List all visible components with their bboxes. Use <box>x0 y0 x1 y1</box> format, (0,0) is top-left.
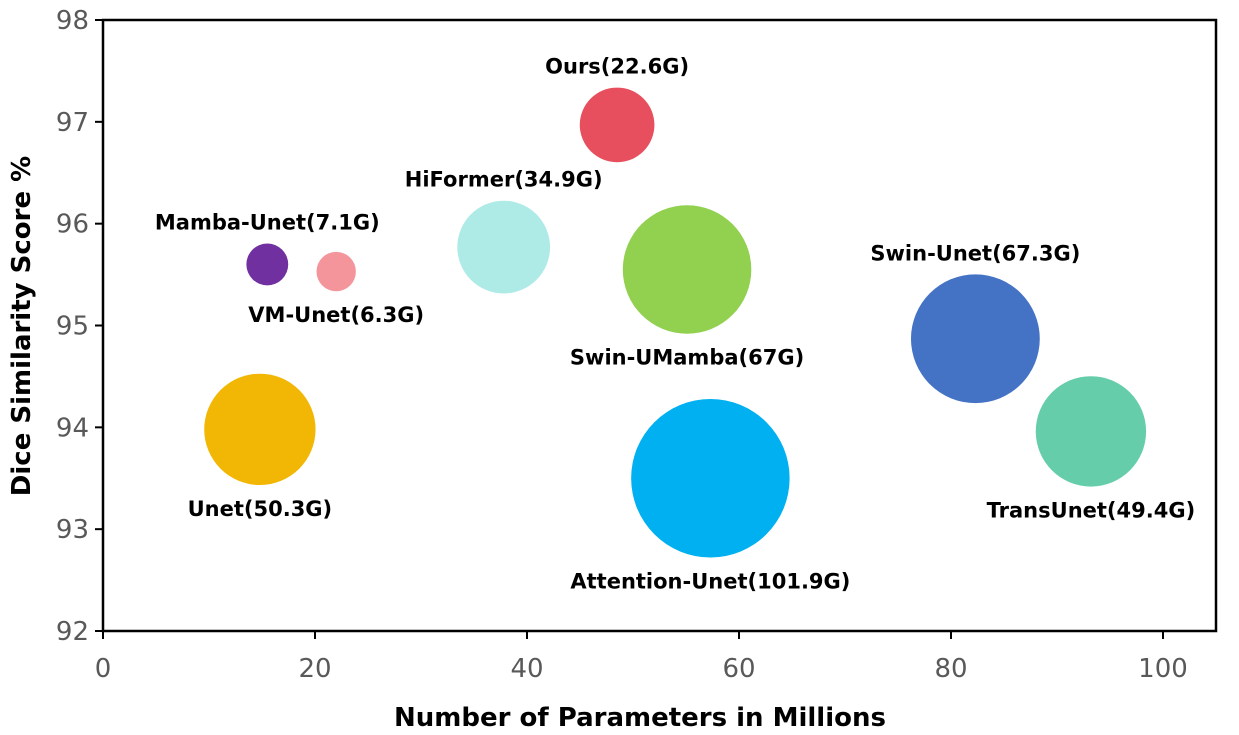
x-axis-title: Number of Parameters in Millions <box>394 703 886 733</box>
bubble-layer <box>204 87 1147 558</box>
y-tick-label: 95 <box>56 312 89 342</box>
bubble-label: HiFormer(34.9G) <box>405 168 603 192</box>
bubble-label-layer: Mamba-Unet(7.1G) VM-Unet(6.3G) HiFormer(34… <box>155 55 1195 594</box>
y-tick-label: 96 <box>56 210 89 240</box>
bubble-label: Attention-Unet(101.9G) <box>570 569 850 593</box>
x-tick-label: 20 <box>298 654 331 684</box>
bubble <box>910 274 1040 404</box>
bubble <box>622 205 752 334</box>
y-tick-label: 98 <box>56 6 89 36</box>
bubble <box>1035 376 1147 487</box>
y-axis-title: Dice Similarity Score % <box>7 156 37 496</box>
x-tick-label: 0 <box>95 654 112 684</box>
bubble <box>316 251 356 292</box>
bubble-label: Swin-Unet(67.3G) <box>870 241 1080 265</box>
y-tick-label: 92 <box>56 617 89 647</box>
bubble-label: VM-Unet(6.3G) <box>248 303 424 327</box>
x-tick-label: 100 <box>1138 654 1188 684</box>
bubble <box>579 87 655 163</box>
x-tick-label: 40 <box>510 654 543 684</box>
x-tick-label: 80 <box>934 654 967 684</box>
y-tick-label: 97 <box>56 108 89 138</box>
bubble <box>457 200 551 294</box>
y-tick-label: 93 <box>56 515 89 545</box>
bubble <box>631 399 790 558</box>
y-tick-label: 94 <box>56 413 89 443</box>
tick-layer: 0 20 40 60 80 100 92 93 94 95 96 97 98 <box>56 6 1188 684</box>
bubble-label: Unet(50.3G) <box>188 497 333 521</box>
bubble <box>246 243 289 286</box>
x-tick-label: 60 <box>722 654 755 684</box>
bubble-label: TransUnet(49.4G) <box>987 499 1196 523</box>
bubble <box>204 373 316 486</box>
bubble-label: Mamba-Unet(7.1G) <box>155 210 380 234</box>
bubble-label: Swin-UMamba(67G) <box>570 346 804 370</box>
bubble-label: Ours(22.6G) <box>545 55 689 79</box>
